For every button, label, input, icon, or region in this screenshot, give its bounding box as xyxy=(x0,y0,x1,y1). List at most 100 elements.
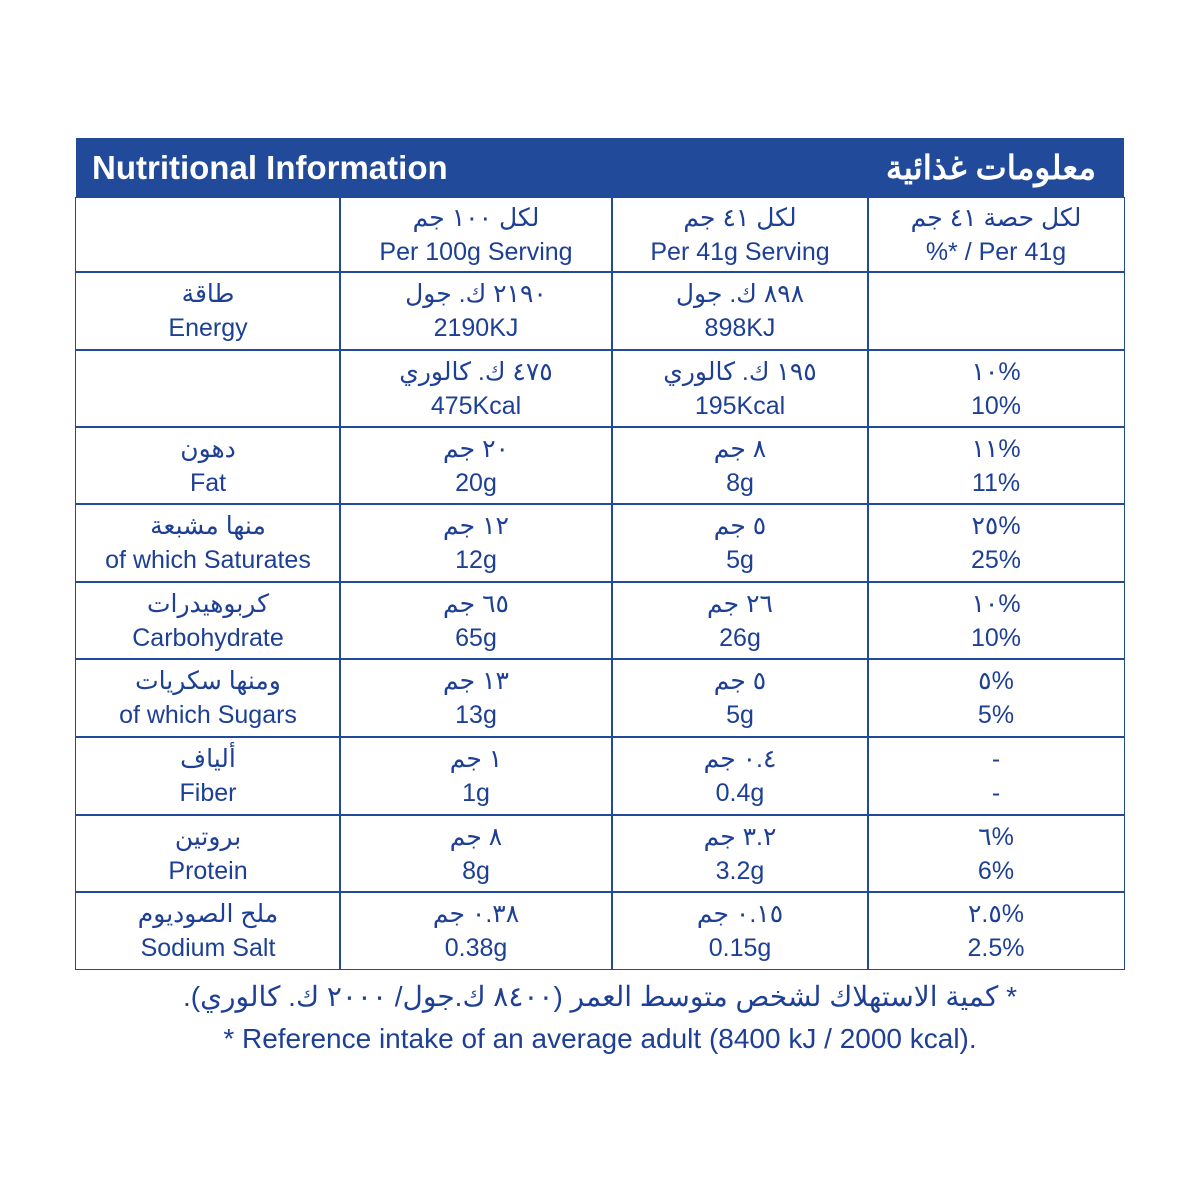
cell-text-primary: ٥% xyxy=(978,667,1014,695)
cell-text-secondary: 8g xyxy=(726,468,754,497)
cell-text-secondary: 11% xyxy=(971,468,1021,497)
cell-text-secondary: 20g xyxy=(455,468,497,497)
cell-text-primary: ٨ جم xyxy=(449,822,503,851)
cell-text-primary: ٢.٥% xyxy=(967,899,1025,928)
table-cell: ٦% 6% xyxy=(867,814,1125,893)
table-cell: ٢٦ جم 26g xyxy=(611,581,869,660)
cell-text-secondary: 10% xyxy=(970,391,1022,420)
cell-text-secondary: Fiber xyxy=(179,779,237,807)
table-cell: ٨ جم 8g xyxy=(339,814,613,893)
cell-text-secondary: Energy xyxy=(168,314,248,342)
cell-text-secondary: 5g xyxy=(726,701,754,729)
table-cell: لكل ١٠٠ جم Per 100g Serving xyxy=(339,197,613,273)
table-cell: بروتين Protein xyxy=(75,814,341,893)
table-cell: ٦٥ جم 65g xyxy=(339,581,613,660)
table-cell: ١٩٥ ك. كالوري 195Kcal xyxy=(611,349,869,428)
cell-text-primary: ملح الصوديوم xyxy=(137,899,279,928)
title-en: Nutritional Information xyxy=(92,149,448,186)
footnote-en: * Reference intake of an average adult (… xyxy=(223,1023,977,1054)
table-cell: ٥ جم 5g xyxy=(611,658,869,738)
cell-text-secondary: 195Kcal xyxy=(694,391,786,420)
table-cell: ومنها سكريات of which Sugars xyxy=(75,658,341,738)
table-cell: ٢١٩٠ ك. جول 2190KJ xyxy=(339,271,613,351)
cell-text-secondary: 2190KJ xyxy=(433,314,519,342)
cell-text-primary: ١٩٥ ك. كالوري xyxy=(663,357,817,386)
table-cell: منها مشبعة of which Saturates xyxy=(75,503,341,583)
table-cell: ٢.٥% 2.5% xyxy=(867,891,1125,970)
cell-text-secondary: 12g xyxy=(455,546,497,574)
cell-text-primary: ٢٦ جم xyxy=(707,589,773,618)
cell-text-secondary: Per 41g Serving xyxy=(650,238,830,266)
table-cell: ٣.٢ جم 3.2g xyxy=(611,814,869,893)
cell-text-secondary: 0.4g xyxy=(715,779,765,807)
cell-text-primary: ٨٩٨ ك. جول xyxy=(675,280,805,308)
cell-text-secondary: 5% xyxy=(977,701,1015,729)
cell-text-primary: ٢٠ جم xyxy=(443,434,509,463)
cell-text-primary: بروتين xyxy=(174,822,242,851)
table-cell: ٤٧٥ ك. كالوري 475Kcal xyxy=(339,349,613,428)
table-cell: كربوهيدرات Carbohydrate xyxy=(75,581,341,660)
table-cell: ١٠% 10% xyxy=(867,349,1125,428)
table-cell: ١٣ جم 13g xyxy=(339,658,613,738)
cell-text-primary: ومنها سكريات xyxy=(135,667,281,695)
table-cell: ١١% 11% xyxy=(867,426,1125,505)
cell-text-primary: ٦% xyxy=(978,822,1014,851)
cell-text-secondary: 5g xyxy=(726,546,754,574)
cell-text-primary: ٠.٤ جم xyxy=(703,745,777,773)
table-cell: ٢٥% 25% xyxy=(867,503,1125,583)
table-cell: ١٠% 10% xyxy=(867,581,1125,660)
table-cell: ٨٩٨ ك. جول 898KJ xyxy=(611,271,869,351)
cell-text-primary: ١٢ جم xyxy=(443,512,509,540)
cell-text-secondary: Per 100g Serving xyxy=(379,238,573,266)
cell-text-secondary: 10% xyxy=(970,623,1022,652)
cell-text-primary: ١٣ جم xyxy=(443,667,509,695)
cell-text-primary: ٠.١٥ جم xyxy=(696,899,784,928)
table-cell: دهون Fat xyxy=(75,426,341,505)
cell-text-secondary: 475Kcal xyxy=(430,391,522,420)
cell-text-primary: ألياف xyxy=(180,745,236,773)
table-cell: ملح الصوديوم Sodium Salt xyxy=(75,891,341,970)
cell-text-primary: ١٠% xyxy=(971,357,1021,386)
cell-text-secondary: 1g xyxy=(462,779,490,807)
table-cell: لكل حصة ٤١ جم %* / Per 41g xyxy=(867,197,1125,273)
cell-text-secondary: Protein xyxy=(168,856,248,885)
cell-text-secondary: 2.5% xyxy=(967,933,1025,962)
footnote-ar: * كمية الاستهلاك لشخص متوسط العمر (٨٤٠٠ … xyxy=(183,981,1017,1012)
cell-text-primary: ٥ جم xyxy=(713,667,767,695)
table-cell: ١ جم 1g xyxy=(339,736,613,816)
table-cell: ٨ جم 8g xyxy=(611,426,869,505)
cell-text-secondary: Sodium Salt xyxy=(140,933,276,962)
cell-text-secondary: 65g xyxy=(455,623,497,652)
cell-text-primary: ٠.٣٨ جم xyxy=(432,899,520,928)
table-cell: ألياف Fiber xyxy=(75,736,341,816)
cell-text-secondary: 6% xyxy=(977,856,1015,885)
table-cell: ٠.٣٨ جم 0.38g xyxy=(339,891,613,970)
cell-text-secondary: of which Saturates xyxy=(105,546,311,574)
table-cell: ٢٠ جم 20g xyxy=(339,426,613,505)
cell-text-primary: ١٠% xyxy=(971,589,1021,618)
cell-text-secondary: 13g xyxy=(455,701,497,729)
table-cell xyxy=(867,271,1125,351)
cell-text-secondary: 8g xyxy=(462,856,490,885)
table-cell: ٥% 5% xyxy=(867,658,1125,738)
cell-text-primary: ١ جم xyxy=(449,745,503,773)
table-cell: طاقة Energy xyxy=(75,271,341,351)
cell-text-secondary: 0.15g xyxy=(708,933,772,962)
cell-text-secondary: 26g xyxy=(719,623,761,652)
table-cell: ٠.٤ جم 0.4g xyxy=(611,736,869,816)
cell-text-secondary: 3.2g xyxy=(715,856,765,885)
cell-text-primary: ٢١٩٠ ك. جول xyxy=(405,280,547,308)
title-ar: معلومات غذائية xyxy=(885,149,1096,186)
cell-text-secondary: %* / Per 41g xyxy=(925,238,1067,266)
table-cell: ٠.١٥ جم 0.15g xyxy=(611,891,869,970)
table-cell: ٥ جم 5g xyxy=(611,503,869,583)
table-cell: -- xyxy=(867,736,1125,816)
cell-text-primary: منها مشبعة xyxy=(150,512,266,540)
cell-text-primary: ٣.٢ جم xyxy=(703,822,777,851)
cell-text-primary: لكل حصة ٤١ جم xyxy=(910,204,1082,232)
cell-text-secondary: - xyxy=(991,779,1001,807)
cell-text-primary: ٦٥ جم xyxy=(443,589,509,618)
cell-text-secondary: Fat xyxy=(189,468,227,497)
cell-text-secondary: 25% xyxy=(970,546,1022,574)
